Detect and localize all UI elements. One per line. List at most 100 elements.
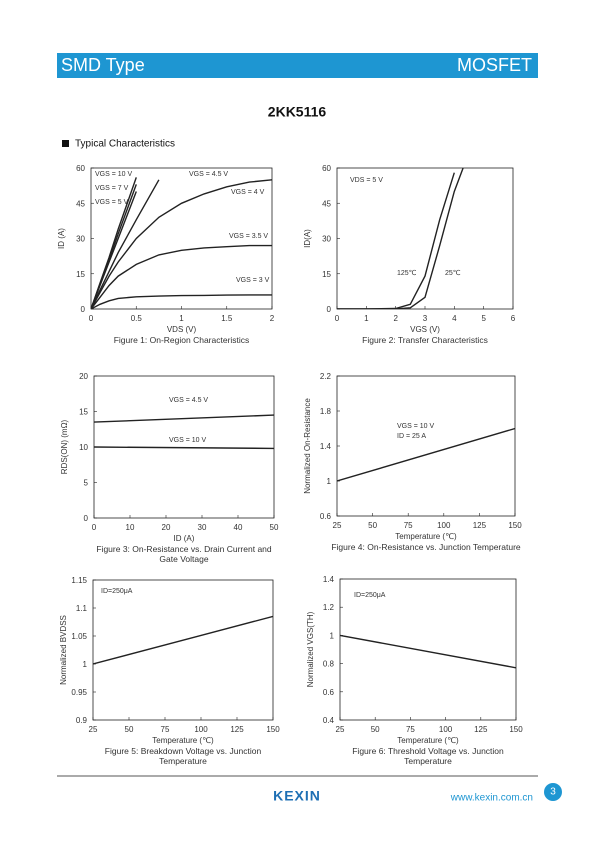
x-tick-label: 0	[89, 314, 94, 323]
data-line	[91, 244, 272, 309]
data-line	[91, 179, 160, 309]
series-label: VGS = 3.5 V	[229, 233, 268, 240]
x-axis-label: Temperature (℃)	[397, 736, 459, 745]
x-tick-label: 1	[364, 314, 369, 323]
annotation: ID=250μA	[354, 592, 386, 599]
part-number: 2KK5116	[268, 104, 327, 120]
y-tick-label: 1.1	[76, 604, 88, 613]
x-tick-label: 30	[198, 523, 207, 532]
x-tick-label: 10	[126, 523, 135, 532]
header-left: SMD Type	[61, 55, 145, 75]
y-axis-label: Normalized VGS(TH)	[306, 611, 315, 687]
x-tick-label: 0.5	[131, 314, 143, 323]
x-tick-label: 25	[89, 725, 98, 734]
data-line	[337, 168, 464, 309]
x-tick-label: 40	[234, 523, 243, 532]
y-tick-label: 45	[322, 199, 331, 208]
y-axis-label: RDS(ON) (mΩ)	[60, 419, 69, 474]
series-label: VGS = 3 V	[236, 277, 270, 284]
x-tick-label: 100	[439, 725, 453, 734]
x-tick-label: 25	[333, 521, 342, 530]
x-tick-label: 1.5	[221, 314, 233, 323]
y-tick-label: 15	[322, 270, 331, 279]
x-tick-label: 5	[481, 314, 486, 323]
x-tick-label: 6	[511, 314, 516, 323]
annotation: VDS = 5 V	[350, 177, 383, 184]
data-line	[94, 446, 274, 450]
data-line	[93, 615, 273, 665]
y-tick-label: 45	[76, 199, 85, 208]
x-tick-label: 0	[335, 314, 340, 323]
data-line	[94, 414, 274, 423]
footer-url: www.kexin.com.cn	[450, 793, 533, 804]
y-tick-label: 1	[330, 631, 335, 640]
y-tick-label: 5	[84, 479, 89, 488]
x-axis-label: VDS (V)	[167, 325, 197, 334]
x-tick-label: 150	[266, 725, 280, 734]
header-right: MOSFET	[457, 55, 532, 75]
series-label: 125℃	[397, 270, 417, 277]
plot-frame	[339, 578, 517, 721]
y-tick-label: 0.6	[323, 688, 335, 697]
y-tick-label: 30	[322, 235, 331, 244]
y-tick-label: 1	[327, 477, 332, 486]
y-tick-label: 1.2	[323, 603, 335, 612]
y-tick-label: 1	[83, 660, 88, 669]
x-tick-label: 4	[452, 314, 457, 323]
y-tick-label: 0.9	[76, 716, 88, 725]
figure-caption: Figure 1: On-Region Characteristics	[113, 335, 250, 345]
series-label: VGS = 10 V	[95, 171, 132, 178]
series-label: VGS = 4.5 V	[189, 171, 228, 178]
series-label: VGS = 5 V	[95, 199, 129, 206]
x-tick-label: 2	[393, 314, 398, 323]
annotation: ID = 25 A	[397, 433, 426, 440]
x-tick-label: 75	[406, 725, 415, 734]
bullet	[62, 140, 69, 147]
y-tick-label: 60	[76, 164, 85, 173]
data-line	[337, 172, 455, 309]
data-line	[340, 634, 516, 669]
figure-caption: Figure 6: Threshold Voltage vs. Junction…	[352, 746, 504, 766]
y-tick-label: 10	[79, 443, 88, 452]
x-tick-label: 2	[270, 314, 275, 323]
plot-frame	[336, 375, 516, 517]
x-tick-label: 150	[508, 521, 522, 530]
x-axis-label: ID (A)	[174, 534, 195, 543]
y-tick-label: 0	[81, 305, 86, 314]
x-tick-label: 125	[230, 725, 244, 734]
page-badge	[544, 783, 562, 801]
y-tick-label: 1.8	[320, 407, 332, 416]
y-tick-label: 1.05	[71, 632, 87, 641]
x-tick-label: 100	[194, 725, 208, 734]
y-tick-label: 1.4	[323, 575, 335, 584]
x-tick-label: 150	[509, 725, 523, 734]
x-tick-label: 50	[371, 725, 380, 734]
x-axis-label: Temperature (℃)	[152, 736, 214, 745]
y-tick-label: 0	[84, 514, 89, 523]
y-tick-label: 0.4	[323, 716, 335, 725]
figure-caption: Figure 5: Breakdown Voltage vs. Junction…	[104, 746, 262, 766]
plot-frame	[92, 579, 274, 721]
x-tick-label: 75	[161, 725, 170, 734]
y-tick-label: 20	[79, 372, 88, 381]
figure-caption: Figure 4: On-Resistance vs. Junction Tem…	[331, 542, 521, 552]
y-tick-label: 0.8	[323, 660, 335, 669]
y-tick-label: 15	[76, 270, 85, 279]
y-axis-label: ID (A)	[57, 228, 66, 249]
y-tick-label: 30	[76, 235, 85, 244]
x-tick-label: 3	[423, 314, 428, 323]
y-tick-label: 60	[322, 164, 331, 173]
x-tick-label: 0	[92, 523, 97, 532]
data-line	[91, 179, 272, 309]
x-tick-label: 125	[473, 521, 487, 530]
y-tick-label: 15	[79, 408, 88, 417]
x-axis-label: Temperature (℃)	[395, 532, 457, 541]
x-tick-label: 50	[270, 523, 279, 532]
y-tick-label: 1.4	[320, 442, 332, 451]
footer-logo: KEXIN	[273, 788, 321, 804]
plot-frame	[336, 167, 514, 310]
series-label: VGS = 4 V	[231, 189, 265, 196]
x-axis-label: VGS (V)	[410, 325, 440, 334]
